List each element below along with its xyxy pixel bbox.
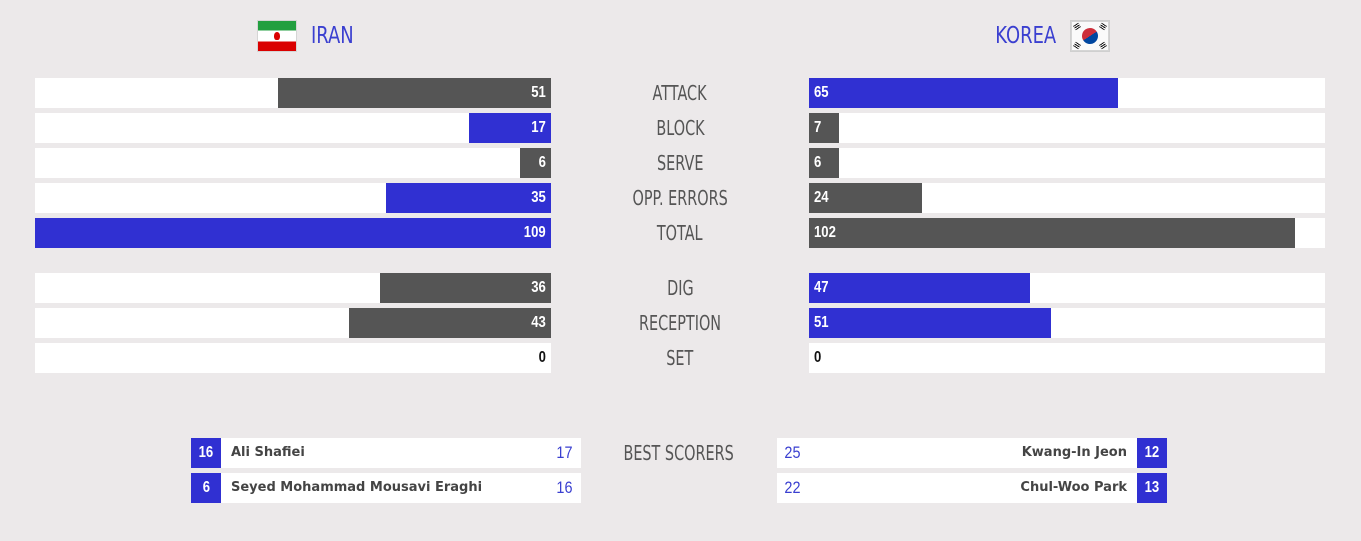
right-bar: [809, 218, 1295, 248]
right-value: 47: [814, 279, 829, 296]
team-header-korea: KOREA: [978, 18, 1110, 54]
left-track: 109: [35, 218, 551, 248]
right-track: 0: [809, 343, 1325, 373]
team-name-left: IRAN: [311, 23, 354, 49]
stat-row-dig: 36 DIG 47: [35, 273, 1325, 303]
right-value: 0: [814, 349, 822, 366]
right-track: 47: [809, 273, 1325, 303]
stat-label: BLOCK: [655, 116, 705, 140]
player-name: Kwang-In Jeon: [1021, 445, 1127, 460]
right-value: 51: [814, 314, 829, 331]
stat-label: DIG: [666, 276, 694, 300]
jersey-number: 13: [1137, 473, 1167, 503]
player-name: Ali Shafiei: [231, 445, 305, 460]
right-bar: [809, 78, 1118, 108]
left-value: 35: [531, 189, 546, 206]
stat-row-attack: 51 ATTACK 65: [35, 78, 1325, 108]
left-track: 35: [35, 183, 551, 213]
left-bar: [35, 218, 551, 248]
left-bar: [469, 113, 551, 143]
right-value: 6: [814, 154, 822, 171]
player-points: 22: [784, 478, 801, 497]
left-value: 0: [538, 349, 546, 366]
right-bar: [809, 273, 1030, 303]
stat-label: OPP. ERRORS: [632, 186, 728, 210]
left-track: 51: [35, 78, 551, 108]
scorer-row-right-1: 25 Kwang-In Jeon 12: [777, 438, 1167, 468]
left-track: 36: [35, 273, 551, 303]
left-value: 36: [531, 279, 546, 296]
right-value: 65: [814, 84, 829, 101]
right-value: 7: [814, 119, 822, 136]
right-track: 65: [809, 78, 1325, 108]
right-bar: [809, 308, 1051, 338]
left-bar: [278, 78, 551, 108]
left-track: 0: [35, 343, 551, 373]
left-value: 6: [538, 154, 546, 171]
stat-label: SET: [666, 346, 694, 370]
stat-row-block: 17 BLOCK 7: [35, 113, 1325, 143]
scorer-row-left-2: 6 Seyed Mohammad Mousavi Eraghi 16: [191, 473, 581, 503]
right-track: 24: [809, 183, 1325, 213]
stat-label: ATTACK: [652, 81, 708, 105]
left-bar: [349, 308, 551, 338]
right-track: 6: [809, 148, 1325, 178]
team-name-right: KOREA: [995, 23, 1056, 49]
south-korea-flag-icon: [1070, 20, 1110, 52]
right-value: 24: [814, 189, 829, 206]
left-bar: [380, 273, 551, 303]
player-points: 17: [556, 443, 573, 462]
team-header-iran: IRAN: [257, 18, 366, 54]
scorer-row-left-1: 16 Ali Shafiei 17: [191, 438, 581, 468]
scorer-row-right-2: 22 Chul-Woo Park 13: [777, 473, 1167, 503]
player-name: Seyed Mohammad Mousavi Eraghi: [231, 480, 483, 495]
stat-label: SERVE: [656, 151, 704, 175]
jersey-number: 6: [191, 473, 221, 503]
right-bar: [809, 183, 922, 213]
right-track: 7: [809, 113, 1325, 143]
right-bar: [809, 113, 839, 143]
stat-label: RECEPTION: [638, 311, 722, 335]
left-bar: [386, 183, 551, 213]
left-track: 43: [35, 308, 551, 338]
stat-label: TOTAL: [657, 221, 703, 245]
right-bar: [809, 148, 839, 178]
right-track: 102: [809, 218, 1325, 248]
best-scorers-label: BEST SCORERS: [623, 441, 735, 465]
iran-flag-icon: [257, 20, 297, 52]
player-points: 16: [556, 478, 573, 497]
right-value: 102: [814, 224, 836, 241]
player-points: 25: [784, 443, 801, 462]
left-value: 43: [531, 314, 546, 331]
jersey-number: 16: [191, 438, 221, 468]
left-value: 51: [531, 84, 546, 101]
stat-row-total: 109 TOTAL 102: [35, 218, 1325, 248]
left-value: 109: [524, 224, 546, 241]
stat-row-opp-errors: 35 OPP. ERRORS 24: [35, 183, 1325, 213]
jersey-number: 12: [1137, 438, 1167, 468]
left-track: 6: [35, 148, 551, 178]
left-track: 17: [35, 113, 551, 143]
left-value: 17: [531, 119, 546, 136]
right-track: 51: [809, 308, 1325, 338]
stat-row-reception: 43 RECEPTION 51: [35, 308, 1325, 338]
stat-row-set: 0 SET 0: [35, 343, 1325, 373]
left-bar: [520, 148, 551, 178]
stat-row-serve: 6 SERVE 6: [35, 148, 1325, 178]
player-name: Chul-Woo Park: [1020, 480, 1127, 495]
